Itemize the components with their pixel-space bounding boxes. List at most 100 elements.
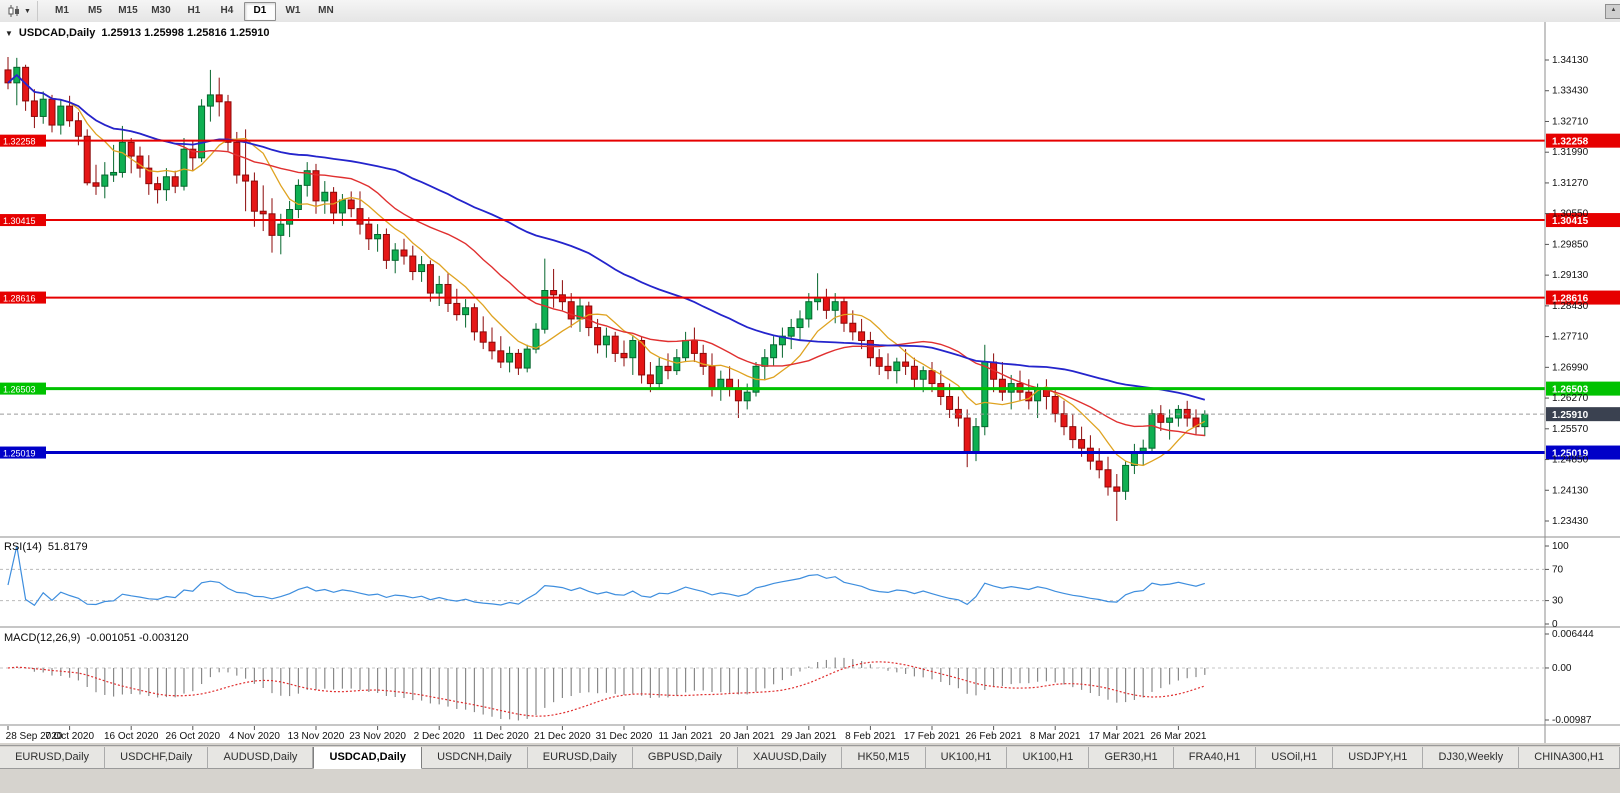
svg-text:1.28616: 1.28616 (3, 294, 36, 304)
macd-values: -0.001051 -0.003120 (86, 632, 189, 644)
svg-text:0.00: 0.00 (1552, 663, 1572, 674)
chart-tab-15-dj30-weekly[interactable]: DJ30,Weekly (1423, 747, 1520, 769)
timeframe-button-m30[interactable]: M30 (151, 4, 171, 16)
candlestick-series (4, 56, 1209, 521)
rsi-panel: 100 70 30 0 (0, 541, 1569, 630)
timeframe-button-m5[interactable]: M5 (87, 4, 102, 16)
symbol-dropdown-icon[interactable]: ▼ (5, 28, 13, 38)
chart-tab-7-xauusd-daily[interactable]: XAUUSD,Daily (737, 747, 843, 769)
svg-text:1.26503: 1.26503 (3, 385, 36, 395)
svg-text:1.25019: 1.25019 (3, 449, 36, 459)
svg-text:1.28430: 1.28430 (1552, 301, 1589, 312)
chart-tab-5-eurusd-daily[interactable]: EURUSD,Daily (527, 747, 633, 769)
svg-text:1.32258: 1.32258 (3, 137, 36, 147)
chart-tab-2-audusd-daily[interactable]: AUDUSD,Daily (208, 747, 314, 769)
candlestick-chart-icon (8, 5, 19, 17)
chart-header: ▼ USDCAD,Daily 1.25913 1.25998 1.25816 1… (5, 27, 270, 39)
svg-text:7 Oct 2020: 7 Oct 2020 (45, 731, 94, 742)
price-tag-1.30415 (1546, 213, 1620, 228)
timeframe-button-h1[interactable]: H1 (187, 4, 201, 16)
svg-text:31 Dec 2020: 31 Dec 2020 (596, 731, 653, 742)
timeframe-button-h4[interactable]: H4 (220, 4, 234, 16)
price-tag-1.26503 (1546, 381, 1620, 396)
svg-text:0.006444: 0.006444 (1552, 629, 1594, 640)
svg-text:1.30550: 1.30550 (1552, 209, 1589, 220)
chevron-down-icon: ▼ (24, 7, 31, 15)
svg-text:1.32710: 1.32710 (1552, 116, 1589, 127)
chart-region: 1.32258 1.32258 1.30415 1.30415 1.28616 1.286… (0, 22, 1620, 743)
timeframe-toolbar: ▼ M1 M5 M15 M30 H1 H4 D1 W1 MN ▲ (0, 0, 1620, 23)
timeframe-buttons: M1 M5 M15 M30 H1 H4 D1 W1 MN (46, 1, 342, 21)
chart-tab-1-usdchf-daily[interactable]: USDCHF,Daily (105, 747, 209, 769)
svg-text:1.31270: 1.31270 (1552, 178, 1589, 189)
svg-text:1.27710: 1.27710 (1552, 332, 1589, 343)
svg-text:8 Mar 2021: 8 Mar 2021 (1030, 731, 1081, 742)
chart-type-button[interactable]: ▼ (4, 1, 38, 21)
svg-text:16 Oct 2020: 16 Oct 2020 (104, 731, 159, 742)
svg-text:100: 100 (1552, 541, 1569, 552)
timeframe-button-mn[interactable]: MN (318, 4, 334, 16)
timeframe-button-m1[interactable]: M1 (54, 4, 69, 16)
svg-text:11 Dec 2020: 11 Dec 2020 (473, 731, 529, 742)
svg-text:1.30415: 1.30415 (3, 216, 36, 226)
svg-text:17 Mar 2021: 17 Mar 2021 (1089, 731, 1146, 742)
symbol-timeframe-label: USDCAD,Daily (18, 27, 96, 39)
rsi-line (7, 545, 1205, 607)
price-axis[interactable]: 1.34130 1.33430 1.32710 1.31990 1.31270 1.305… (1545, 55, 1589, 527)
svg-text:28 Sep 2020: 28 Sep 2020 (6, 731, 63, 742)
svg-text:1.28616: 1.28616 (1552, 294, 1589, 305)
chart-tab-4-usdcnh-daily[interactable]: USDCNH,Daily (422, 747, 528, 769)
chart-tab-12-fra40-h1[interactable]: FRA40,H1 (1173, 747, 1257, 769)
svg-text:11 Jan 2021: 11 Jan 2021 (658, 731, 713, 742)
chart-tab-13-usoil-h1[interactable]: USOil,H1 (1256, 747, 1334, 769)
svg-text:29 Jan 2021: 29 Jan 2021 (781, 731, 836, 742)
svg-text:17 Feb 2021: 17 Feb 2021 (904, 731, 961, 742)
svg-text:2 Dec 2020: 2 Dec 2020 (414, 731, 466, 742)
chart-tab-9-uk100-h1[interactable]: UK100,H1 (925, 747, 1008, 769)
svg-text:1.25570: 1.25570 (1552, 424, 1589, 435)
ohlc-values: 1.25913 1.25998 1.25816 1.25910 (101, 27, 270, 39)
macd-signal-line (7, 661, 1205, 717)
svg-text:4 Nov 2020: 4 Nov 2020 (229, 731, 281, 742)
chart-tab-8-hk50-m15[interactable]: HK50,M15 (842, 747, 926, 769)
svg-text:1.24850: 1.24850 (1552, 455, 1589, 466)
svg-text:1.30415: 1.30415 (1552, 216, 1589, 227)
chart-tab-0-eurusd-daily[interactable]: EURUSD,Daily (0, 747, 106, 769)
timeframe-button-m15[interactable]: M15 (118, 4, 138, 16)
macd-label: MACD(12,26,9) (4, 632, 81, 644)
svg-text:20 Jan 2021: 20 Jan 2021 (720, 731, 775, 742)
svg-text:13 Nov 2020: 13 Nov 2020 (288, 731, 345, 742)
svg-text:1.34130: 1.34130 (1552, 55, 1589, 66)
svg-text:-0.00987: -0.00987 (1552, 715, 1592, 726)
chart-tabs-bar: EURUSD,Daily USDCHF,Daily AUDUSD,Daily USDC… (0, 745, 1620, 793)
rsi-header: RSI(14) 51.8179 (4, 541, 88, 553)
svg-text:26 Mar 2021: 26 Mar 2021 (1150, 731, 1207, 742)
timeframe-button-d1[interactable]: D1 (243, 1, 276, 21)
chart-tab-6-gbpusd-daily[interactable]: GBPUSD,Daily (632, 747, 738, 769)
chart-tab-10-uk100-h1[interactable]: UK100,H1 (1007, 747, 1090, 769)
chart-tab-16-china300-h1[interactable]: CHINA300,H1 (1519, 747, 1620, 769)
svg-text:1.26270: 1.26270 (1552, 393, 1589, 404)
svg-text:1.25019: 1.25019 (1552, 449, 1589, 460)
chart-tab-3-usdcad-daily[interactable]: USDCAD,Daily (313, 747, 423, 769)
svg-text:23 Nov 2020: 23 Nov 2020 (349, 731, 406, 742)
svg-text:70: 70 (1552, 564, 1564, 575)
chart-tab-14-usdjpy-h1[interactable]: USDJPY,H1 (1333, 747, 1424, 769)
macd-header: MACD(12,26,9) -0.001051 -0.003120 (4, 632, 189, 644)
svg-text:30: 30 (1552, 596, 1564, 607)
svg-text:1.33430: 1.33430 (1552, 86, 1589, 97)
rsi-label: RSI(14) (4, 541, 42, 553)
chart-canvas[interactable]: 1.32258 1.32258 1.30415 1.30415 1.28616 1.286… (0, 22, 1620, 743)
svg-text:1.25910: 1.25910 (1552, 410, 1589, 421)
svg-text:1.23430: 1.23430 (1552, 516, 1589, 527)
price-tag-1.25019 (1546, 445, 1620, 460)
chart-tab-11-ger30-h1[interactable]: GER30,H1 (1089, 747, 1174, 769)
svg-text:1.26503: 1.26503 (1552, 385, 1589, 396)
svg-text:1.29130: 1.29130 (1552, 270, 1589, 281)
price-tag-1.32258 (1546, 133, 1620, 148)
svg-text:21 Dec 2020: 21 Dec 2020 (534, 731, 591, 742)
scroll-up-button[interactable]: ▲ (1605, 3, 1620, 19)
timeframe-button-w1[interactable]: W1 (285, 4, 301, 16)
